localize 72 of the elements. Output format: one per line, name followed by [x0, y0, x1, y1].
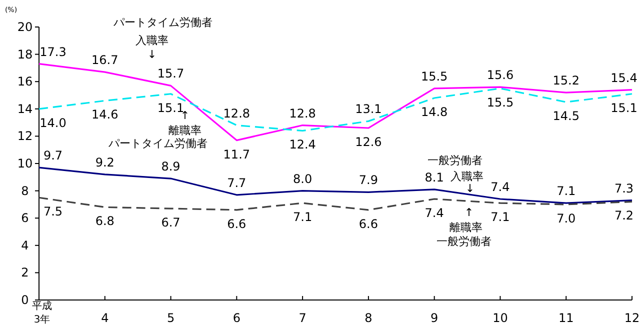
data-label: 6.6 — [358, 216, 378, 231]
data-label: 14.0 — [40, 116, 66, 130]
data-label: 15.7 — [157, 66, 184, 81]
data-label: 6.8 — [95, 214, 114, 228]
data-label: 15.5 — [486, 95, 514, 110]
annotation: パートタイム労働者 — [108, 137, 208, 150]
data-label: 11.7 — [223, 147, 250, 162]
data-label: 6.7 — [161, 216, 180, 230]
annotation: 入職率 — [136, 34, 168, 47]
ytick: 6 — [21, 211, 29, 226]
data-label: 9.2 — [95, 155, 114, 170]
data-label: 7.0 — [556, 211, 576, 226]
data-label: 7.9 — [358, 173, 378, 188]
data-label: 7.1 — [293, 210, 312, 224]
ytick: 18 — [17, 47, 33, 62]
data-label: 12.8 — [289, 106, 316, 120]
data-label: 15.4 — [610, 70, 638, 85]
annotation: 一般労働者 — [436, 235, 492, 248]
xtick: 12 — [624, 311, 640, 325]
ytick: 8 — [21, 184, 29, 198]
ytick: 4 — [21, 238, 29, 252]
data-label: 9.7 — [43, 148, 63, 163]
xtick: 7 — [298, 311, 306, 325]
data-label: 8.9 — [161, 160, 180, 174]
data-label: 15.1 — [157, 100, 184, 115]
data-label: 14.8 — [420, 104, 448, 119]
data-label: 7.5 — [43, 204, 63, 219]
data-label: 17.3 — [40, 44, 66, 59]
data-label: 8.1 — [424, 170, 444, 184]
xtick: 5 — [166, 311, 175, 325]
data-label: 7.1 — [556, 184, 576, 198]
data-label: 7.1 — [490, 210, 510, 224]
annotation: 離職率 — [450, 221, 482, 234]
annotation: 入職率 — [450, 170, 484, 183]
annotation: ↑ — [464, 206, 474, 219]
data-label: 12.4 — [289, 138, 316, 152]
data-label: 7.2 — [614, 208, 634, 223]
data-label: 12.6 — [355, 135, 382, 149]
ytick: 12 — [17, 129, 33, 144]
xtick: 9 — [430, 311, 438, 325]
ytick: 20 — [17, 20, 33, 34]
annotation: パートタイム労働者 — [114, 16, 212, 29]
annotation: ↓ — [147, 48, 157, 61]
xtick: 10 — [492, 311, 508, 325]
xtick: 平成 3年 — [32, 301, 52, 326]
data-label: 15.2 — [552, 74, 580, 88]
data-label: 14.6 — [92, 108, 118, 122]
annotation: ↓ — [465, 182, 475, 195]
data-label: 7.3 — [614, 181, 634, 196]
data-label: 15.1 — [610, 100, 638, 115]
data-label: 6.6 — [227, 216, 246, 231]
data-label: 14.5 — [552, 109, 580, 124]
xtick: 8 — [364, 311, 372, 325]
ytick: 0 — [21, 293, 29, 307]
data-label: 7.4 — [424, 206, 444, 220]
data-label: 15.5 — [420, 69, 448, 84]
annotation: 離職率 — [168, 124, 202, 137]
ytick: 2 — [21, 266, 29, 280]
data-label: 7.7 — [227, 176, 246, 190]
annotation: 一般労働者 — [428, 154, 482, 167]
data-label: 15.6 — [486, 68, 514, 82]
ytick: 14 — [17, 102, 33, 116]
data-label: 13.1 — [355, 102, 382, 116]
xtick: 11 — [558, 311, 574, 325]
data-label: 16.7 — [92, 53, 118, 68]
xtick: 4 — [101, 311, 109, 325]
data-label: 7.4 — [490, 180, 510, 194]
data-label: 12.8 — [223, 106, 250, 120]
xtick: 6 — [232, 311, 240, 325]
ytick: 10 — [17, 156, 33, 170]
data-label: 8.0 — [293, 172, 312, 186]
ytick: 16 — [17, 74, 33, 89]
